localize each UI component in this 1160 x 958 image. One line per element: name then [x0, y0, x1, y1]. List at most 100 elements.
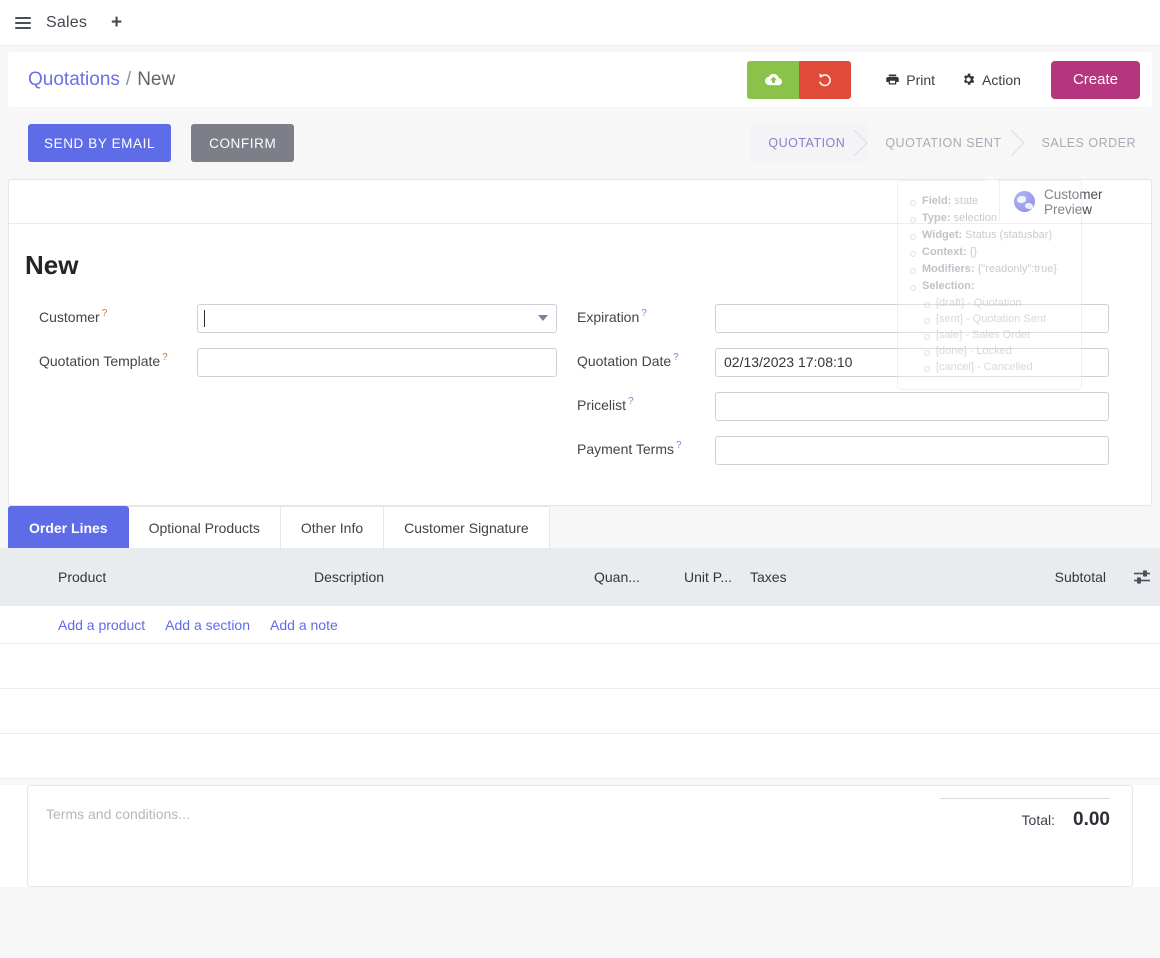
- form-column-left: Customer ? Quotati: [25, 303, 577, 391]
- field-quotation-template-label: Quotation Template ?: [39, 352, 168, 370]
- status-quotation[interactable]: QUOTATION: [750, 124, 869, 162]
- hamburger-menu-icon[interactable]: [8, 8, 38, 38]
- field-expiration: Expiration ?: [577, 303, 1129, 333]
- help-marker-icon[interactable]: ?: [676, 440, 682, 451]
- control-panel-actions: Print Action Create: [747, 60, 1140, 99]
- help-marker-icon[interactable]: ?: [641, 308, 647, 319]
- table-row[interactable]: [0, 734, 1160, 779]
- field-expiration-label: Expiration ?: [577, 308, 647, 326]
- customer-preview-label: Customer Preview: [1044, 186, 1103, 217]
- globe-icon: [1014, 191, 1035, 212]
- status-sales-order-label: SALES ORDER: [1041, 136, 1136, 150]
- quotation-date-input[interactable]: [715, 347, 1109, 377]
- plus-icon[interactable]: +: [111, 12, 123, 33]
- action-button[interactable]: Action: [961, 72, 1021, 88]
- form-sheet: Customer Preview New Customer ?: [8, 179, 1152, 506]
- field-quotation-template: Quotation Template ?: [25, 347, 577, 377]
- terms-and-conditions-input[interactable]: Terms and conditions...: [46, 806, 190, 822]
- help-marker-icon[interactable]: ?: [628, 396, 634, 407]
- status-sales-order[interactable]: SALES ORDER: [1024, 124, 1140, 162]
- field-payment-terms-label: Payment Terms ?: [577, 440, 682, 458]
- print-label: Print: [906, 71, 936, 88]
- form-action-bar: SEND BY EMAIL CONFIRM QUOTATION QUOTATIO…: [8, 115, 1152, 171]
- sliders-icon[interactable]: [1132, 567, 1152, 587]
- order-lines-footer: Terms and conditions... Total: 0.00: [0, 785, 1160, 887]
- chevron-right-icon: [854, 130, 869, 156]
- expiration-input[interactable]: [715, 303, 1109, 333]
- column-header-unit-price[interactable]: Unit P...: [684, 569, 732, 585]
- field-payment-terms: Payment Terms ?: [577, 435, 1129, 465]
- field-customer: Customer ?: [25, 303, 577, 333]
- field-pricelist: Pricelist ?: [577, 391, 1129, 421]
- total-wrapper: Total: 0.00: [932, 786, 1132, 886]
- total-row: Total: 0.00: [940, 798, 1110, 831]
- page-title: New: [25, 250, 79, 280]
- printer-icon: [886, 74, 899, 85]
- payment-terms-input[interactable]: [715, 435, 1109, 465]
- create-button[interactable]: Create: [1050, 60, 1140, 99]
- sliders-icon-glyph: [1134, 570, 1150, 584]
- order-lines-add-links: Add a product Add a section Add a note: [0, 606, 1160, 644]
- notebook: Order Lines Optional Products Other Info…: [8, 506, 1152, 548]
- text-cursor: [204, 309, 205, 327]
- form-body: New Customer ?: [9, 224, 1151, 505]
- add-a-product-link[interactable]: Add a product: [58, 616, 146, 633]
- table-row[interactable]: [0, 644, 1160, 689]
- form-columns: Customer ? Quotati: [25, 303, 1129, 479]
- column-header-taxes[interactable]: Taxes: [750, 569, 787, 585]
- field-customer-label: Customer ?: [39, 308, 108, 326]
- field-quotation-date: Quotation Date ?: [577, 347, 1129, 377]
- add-a-section-link[interactable]: Add a section: [165, 616, 251, 633]
- column-header-description[interactable]: Description: [314, 569, 385, 585]
- breadcrumb-item-quotations[interactable]: Quotations: [28, 68, 120, 90]
- chevron-right-icon: [1010, 130, 1025, 156]
- tab-optional-products[interactable]: Optional Products: [128, 506, 281, 548]
- column-header-quantity[interactable]: Quan...: [594, 569, 640, 585]
- total-label: Total:: [1021, 812, 1056, 828]
- action-label: Action: [982, 71, 1021, 88]
- customer-preview-button[interactable]: Customer Preview: [999, 180, 1151, 223]
- status-quotation-label: QUOTATION: [768, 136, 846, 150]
- discard-button[interactable]: [799, 60, 852, 99]
- stat-button-box: Customer Preview: [9, 180, 1151, 224]
- gear-icon: [964, 73, 975, 85]
- tab-other-info[interactable]: Other Info: [280, 506, 385, 548]
- quotation-template-input[interactable]: [197, 347, 557, 377]
- status-quotation-sent-label: QUOTATION SENT: [885, 136, 1002, 150]
- customer-input-wrapper: [197, 303, 557, 333]
- control-panel: Quotations / New Print: [8, 52, 1152, 107]
- help-marker-icon[interactable]: ?: [162, 352, 168, 363]
- customer-input[interactable]: [197, 303, 557, 333]
- status-quotation-sent[interactable]: QUOTATION SENT: [867, 124, 1025, 162]
- order-lines-header-row: Product Description Quan... Unit P... Ta…: [0, 548, 1160, 606]
- field-quotation-date-label: Quotation Date ?: [577, 352, 679, 370]
- top-navbar: Sales +: [0, 0, 1160, 46]
- field-pricelist-label: Pricelist ?: [577, 396, 634, 414]
- column-header-product[interactable]: Product: [58, 569, 107, 585]
- terms-and-total-box: Terms and conditions... Total: 0.00: [27, 785, 1133, 887]
- undo-icon: [818, 73, 831, 87]
- form-column-right: Expiration ? Quotation Date ?: [577, 303, 1129, 479]
- table-row[interactable]: [0, 689, 1160, 734]
- print-button[interactable]: Print: [885, 72, 935, 88]
- notebook-tabs: Order Lines Optional Products Other Info…: [8, 506, 1152, 548]
- app-name[interactable]: Sales: [46, 13, 88, 31]
- breadcrumb: Quotations / New: [28, 69, 175, 91]
- order-lines-table: Product Description Quan... Unit P... Ta…: [0, 548, 1160, 779]
- save-button[interactable]: [747, 60, 800, 99]
- help-marker-icon[interactable]: ?: [101, 308, 108, 319]
- send-by-email-button[interactable]: SEND BY EMAIL: [28, 124, 172, 162]
- add-a-note-link[interactable]: Add a note: [270, 616, 338, 633]
- tab-order-lines[interactable]: Order Lines: [8, 506, 129, 548]
- column-header-subtotal[interactable]: Subtotal: [1054, 569, 1106, 585]
- cloud-upload-icon: [764, 73, 782, 86]
- pricelist-input[interactable]: [715, 391, 1109, 421]
- status-bar: QUOTATION QUOTATION SENT SALES ORDER: [750, 124, 1140, 162]
- total-value: 0.00: [1073, 809, 1110, 830]
- confirm-button[interactable]: CONFIRM: [191, 124, 295, 162]
- breadcrumb-separator: /: [125, 68, 132, 90]
- tab-customer-signature[interactable]: Customer Signature: [384, 506, 550, 548]
- breadcrumb-item-current: New: [137, 68, 176, 90]
- help-marker-icon[interactable]: ?: [673, 352, 679, 363]
